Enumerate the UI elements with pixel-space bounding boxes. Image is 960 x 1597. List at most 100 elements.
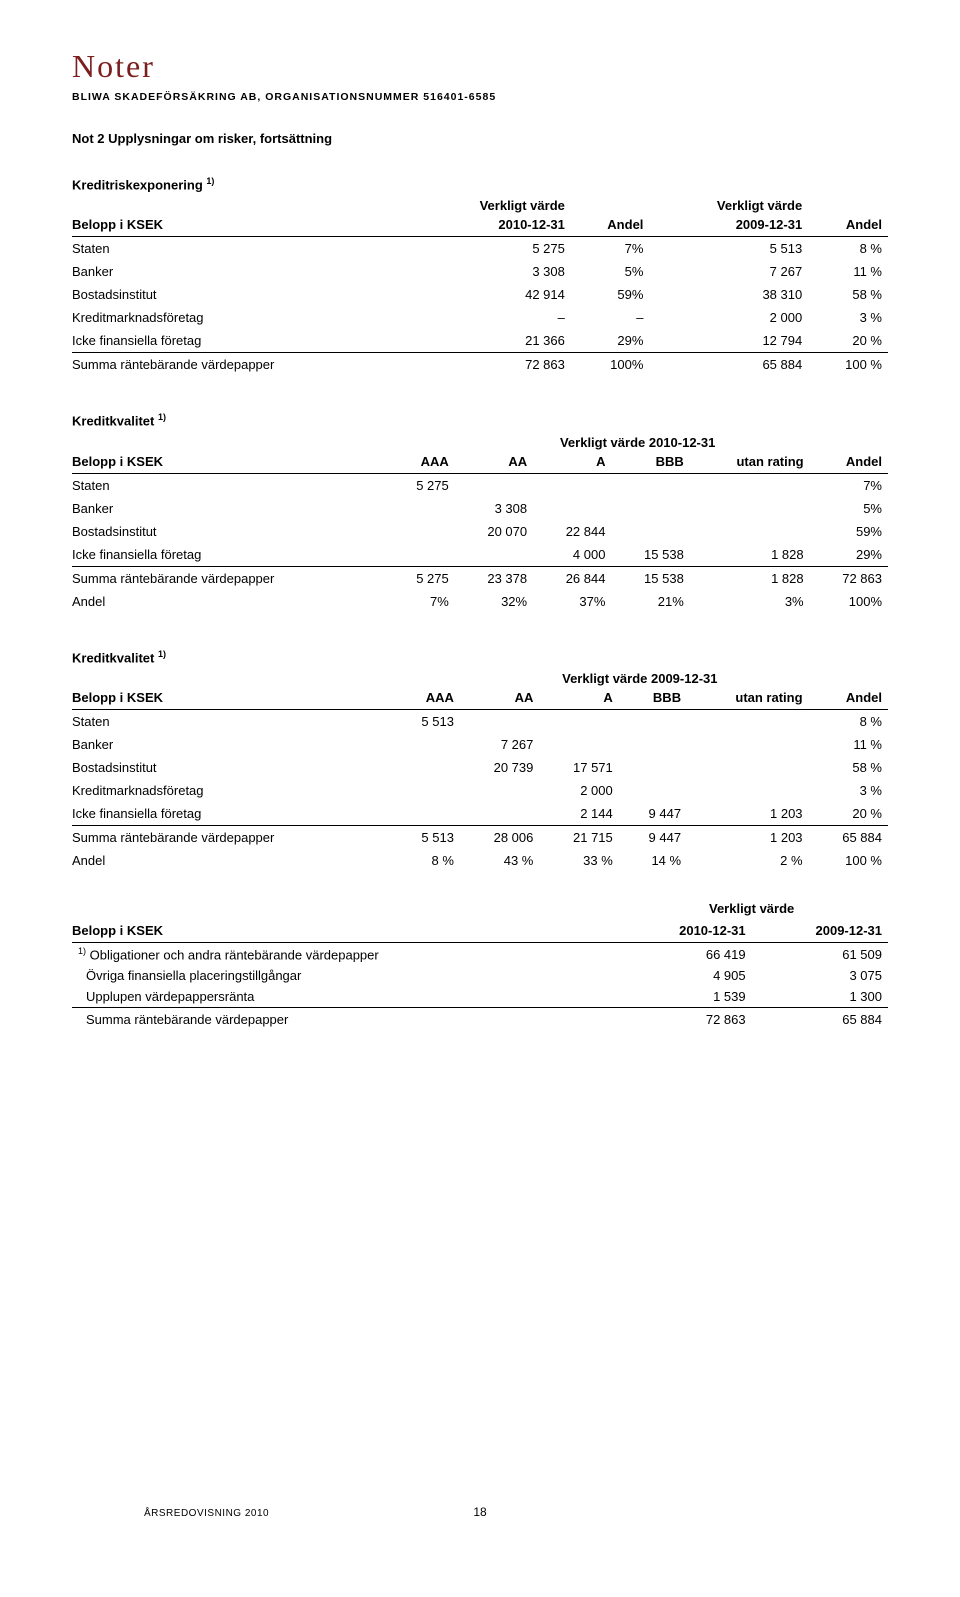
row-label: Banker [72,260,412,283]
t1-col2: Andel [571,213,650,237]
cell [460,802,539,826]
row-label: 1) Obligationer och andra räntebärande v… [72,942,615,965]
cell: 22 844 [533,520,611,543]
t4-superhdr: Verkligt värde [615,898,888,919]
cell: 4 000 [533,543,611,567]
cell: 4 905 [615,965,751,986]
cell [392,756,460,779]
t3-c0: AAA [392,686,460,710]
t3-sum-4: 1 203 [687,825,808,849]
t2-andel-3: 21% [611,590,689,613]
cell: 7 267 [460,733,539,756]
cell: 66 419 [615,942,751,965]
cell [539,733,618,756]
cell [455,473,533,497]
cell: 20 739 [460,756,539,779]
t4-col2: 2009-12-31 [752,919,888,943]
row-label: Icke finansiella företag [72,329,412,353]
cell: 5% [810,497,888,520]
t1-col1: 2010-12-31 [412,213,571,237]
cell: 5 513 [649,237,808,261]
row-label: Icke finansiella företag [72,543,387,567]
cell: 3 308 [455,497,533,520]
table-row: Övriga finansiella placeringstillgångar … [72,965,888,986]
table-row: Banker 3 308 5% [72,497,888,520]
table-row: Kreditmarknadsföretag – – 2 000 3 % [72,306,888,329]
kreditriskexponering-table: Verkligt värde Verkligt värde Belopp i K… [72,194,888,376]
t3-andel-5: 100 % [809,849,888,872]
t3-c4: utan rating [687,686,808,710]
t2-sum-4: 1 828 [690,566,810,590]
t3-c1: AA [460,686,539,710]
t3-title-text: Kreditkvalitet [72,650,154,665]
t3-andel-label: Andel [72,849,392,872]
table-row: Banker 3 308 5% 7 267 11 % [72,260,888,283]
cell: 58 % [808,283,888,306]
cell: 61 509 [752,942,888,965]
cell [533,497,611,520]
t2-andel-2: 37% [533,590,611,613]
t1-sum-a: 72 863 [412,353,571,377]
cell: 59% [810,520,888,543]
t1-col4: Andel [808,213,888,237]
t2-andel-1: 32% [455,590,533,613]
t3-sum-label: Summa räntebärande värdepapper [72,825,392,849]
cell [619,756,687,779]
t3-sum-2: 21 715 [539,825,618,849]
cell [387,520,454,543]
t4-sum-b: 65 884 [752,1008,888,1031]
cell [690,497,810,520]
cell [687,733,808,756]
cell: 5 275 [412,237,571,261]
cell: 3 % [808,306,888,329]
footer-left: ÅRSREDOVISNING 2010 [144,1508,269,1519]
company-subhead: BLIWA SKADEFÖRSÄKRING AB, ORGANISATIONSN… [72,91,888,103]
t3-andel-4: 2 % [687,849,808,872]
t3-sum-0: 5 513 [392,825,460,849]
table-row: 1) Obligationer och andra räntebärande v… [72,942,888,965]
cell [619,709,687,733]
cell [611,520,689,543]
cell: 8 % [809,709,888,733]
t2-title-text: Kreditkvalitet [72,414,154,429]
cell: 17 571 [539,756,618,779]
cell: 1 203 [687,802,808,826]
t2-sum-2: 26 844 [533,566,611,590]
t2-span: Verkligt värde 2010-12-31 [387,431,888,450]
cell: 29% [571,329,650,353]
cell [611,473,689,497]
t2-andel-0: 7% [387,590,454,613]
cell: 1 300 [752,986,888,1008]
t2-c1: AA [455,450,533,474]
t2-c0: AAA [387,450,454,474]
t1-title-text: Kreditriskexponering [72,177,203,192]
t2-sum-0: 5 275 [387,566,454,590]
cell: – [571,306,650,329]
row-label: Staten [72,237,412,261]
t2-c5: Andel [810,450,888,474]
cell [611,497,689,520]
table-row: Upplupen värdepappersränta 1 539 1 300 [72,986,888,1008]
row-label: Staten [72,709,392,733]
table-row: Staten5 5138 % [72,709,888,733]
t2-sup: 1) [158,412,166,422]
row-label: Bostadsinstitut [72,283,412,306]
table-row: Icke finansiella företag 21 366 29% 12 7… [72,329,888,353]
t3-col0: Belopp i KSEK [72,686,392,710]
footnote-marker: 1) [78,946,86,956]
cell [392,733,460,756]
t2-title: Kreditkvalitet 1) [72,412,888,428]
cell: 42 914 [412,283,571,306]
footer-page-number: 18 [473,1505,486,1519]
cell: 11 % [809,733,888,756]
t3-c2: A [539,686,618,710]
t3-sum-1: 28 006 [460,825,539,849]
t2-c2: A [533,450,611,474]
cell: 3 308 [412,260,571,283]
row-label: Upplupen värdepappersränta [72,986,615,1008]
row-label: Banker [72,497,387,520]
page-title: Noter [72,48,888,85]
kreditkvalitet-2009-table: Verkligt värde 2009-12-31 Belopp i KSEK … [72,667,888,872]
row-label: Bostadsinstitut [72,520,387,543]
cell: 7 267 [649,260,808,283]
